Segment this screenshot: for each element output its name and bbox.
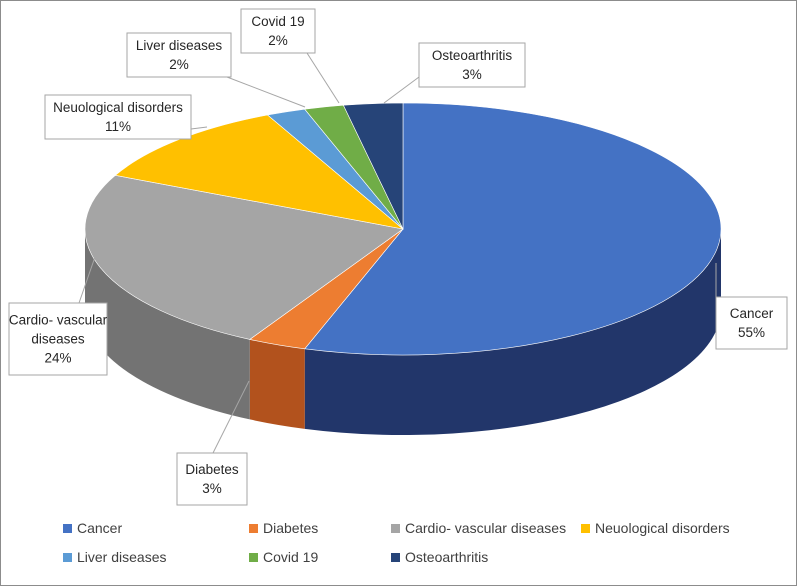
legend-swatch — [249, 524, 258, 533]
leader-line — [306, 52, 340, 104]
callout-box — [418, 42, 526, 88]
callout-label: Diabetes — [185, 462, 239, 477]
callout-osteoarthritis: Osteoarthritis 3% — [383, 42, 526, 104]
leader-line — [383, 76, 420, 104]
callout-box — [44, 94, 192, 140]
callout-value: 2% — [169, 57, 189, 72]
callout-box — [715, 296, 788, 350]
callout-label: Covid 19 — [251, 14, 304, 29]
callout-value: 11% — [105, 119, 131, 134]
callout-value: 24% — [44, 351, 71, 366]
leader-line — [226, 76, 306, 108]
pie-top-slices — [84, 102, 722, 356]
callout-value: 55% — [738, 325, 765, 340]
legend-item-covid-19[interactable]: Covid 19 — [249, 549, 318, 565]
data-callouts: Cancer 55% Diabetes 3% Cardio- vascular disea… — [8, 8, 788, 506]
legend-swatch — [63, 524, 72, 533]
slice-neuological-disorders[interactable] — [114, 114, 405, 230]
legend-label: Neuological disorders — [595, 520, 730, 536]
callout-box — [126, 32, 232, 78]
legend-swatch — [249, 553, 258, 562]
callout-label: Cardio- vascular — [9, 313, 108, 328]
side-wall-diabetes — [249, 339, 305, 429]
slice-osteoarthritis[interactable] — [342, 102, 404, 230]
legend-item-neuological-disorders[interactable]: Neuological disorders — [581, 520, 730, 536]
legend-item-diabetes[interactable]: Diabetes — [249, 520, 318, 536]
slice-cardio-vascular-diseases[interactable] — [84, 175, 404, 340]
side-wall-cardio-vascular-diseases — [85, 229, 250, 420]
side-wall-cancer — [304, 229, 721, 436]
callout-cardio-vascular-diseases: Cardio- vascular diseases 24% — [8, 256, 108, 376]
leader-line — [212, 380, 250, 454]
callout-box — [176, 452, 248, 506]
legend-item-cardio-vascular-diseases[interactable]: Cardio- vascular diseases — [391, 520, 566, 536]
legend-label: Cancer — [77, 520, 122, 536]
callout-box — [8, 302, 108, 376]
legend-swatch — [391, 553, 400, 562]
leader-line — [78, 256, 96, 304]
legend-swatch — [391, 524, 400, 533]
callout-value: 3% — [462, 67, 482, 82]
legend-label: Osteoarthritis — [405, 549, 488, 565]
legend: Cancer Diabetes Cardio- vascular diseases N… — [63, 520, 730, 565]
callout-label: Cancer — [730, 306, 774, 321]
callout-cancer: Cancer 55% — [715, 263, 788, 350]
callout-value: 3% — [202, 481, 222, 496]
legend-item-osteoarthritis[interactable]: Osteoarthritis — [391, 549, 488, 565]
legend-label: Liver diseases — [77, 549, 167, 565]
legend-label: Covid 19 — [263, 549, 318, 565]
callout-label: Osteoarthritis — [432, 48, 513, 63]
pie-side-walls — [85, 229, 721, 436]
callout-covid-19: Covid 19 2% — [240, 8, 340, 104]
legend-swatch — [63, 553, 72, 562]
callout-liver-diseases: Liver diseases 2% — [126, 32, 306, 108]
callout-neuological-disorders: Neuological disorders 11% — [44, 94, 208, 140]
leader-line — [190, 126, 208, 130]
callout-label: Liver diseases — [136, 38, 223, 53]
callout-label: diseases — [31, 332, 85, 347]
callout-diabetes: Diabetes 3% — [176, 380, 250, 506]
callout-box — [240, 8, 316, 54]
slice-cancer[interactable] — [304, 102, 722, 356]
legend-label: Cardio- vascular diseases — [405, 520, 566, 536]
callout-value: 2% — [268, 33, 288, 48]
legend-label: Diabetes — [263, 520, 318, 536]
legend-item-cancer[interactable]: Cancer — [63, 520, 122, 536]
legend-swatch — [581, 524, 590, 533]
callout-label: Neuological disorders — [53, 100, 183, 115]
legend-item-liver-diseases[interactable]: Liver diseases — [63, 549, 167, 565]
